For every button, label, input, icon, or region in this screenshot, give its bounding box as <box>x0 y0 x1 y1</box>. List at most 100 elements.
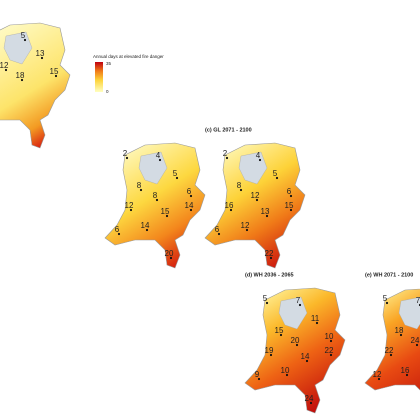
station-value: 12 <box>251 191 260 200</box>
station-value: 16 <box>401 366 410 375</box>
station-value: 5 <box>21 31 26 40</box>
country-shape <box>104 142 206 269</box>
station-dot <box>155 198 159 202</box>
station-dot <box>329 353 333 357</box>
station-value: 12 <box>125 201 134 210</box>
station-dot <box>23 38 27 42</box>
station-dot <box>139 188 143 192</box>
station-value: 14 <box>185 201 194 210</box>
station-value: 14 <box>141 221 150 230</box>
station-value: 22 <box>325 346 334 355</box>
station-dot <box>158 158 162 162</box>
legend-min: 0 <box>106 89 109 94</box>
station-dot <box>169 256 173 260</box>
station-dot <box>279 333 283 337</box>
station-value: 5 <box>263 294 268 303</box>
station-value: 20 <box>165 249 174 258</box>
station-value: 12 <box>0 61 9 70</box>
station-dot <box>269 256 273 260</box>
station-dot <box>305 359 309 363</box>
station-value: 18 <box>16 71 25 80</box>
station-dot <box>309 401 313 405</box>
station-value: 15 <box>285 201 294 210</box>
station-dot <box>285 373 289 377</box>
station-dot <box>4 68 8 72</box>
station-value: 14 <box>301 352 310 361</box>
station-value: 24 <box>305 394 314 403</box>
station-value: 20 <box>291 336 300 345</box>
station-dot <box>269 353 273 357</box>
station-value: 12 <box>373 370 382 379</box>
station-dot <box>225 156 229 160</box>
station-value: 5 <box>173 169 178 178</box>
station-dot <box>399 333 403 337</box>
station-value: 12 <box>241 221 250 230</box>
station-dot <box>217 232 221 236</box>
station-value: 2 <box>123 149 128 158</box>
station-value: 18 <box>395 326 404 335</box>
station-value: 7 <box>416 296 420 305</box>
map: (d) WH 2036 - 2065 5 7 11 10 15 20 19 14 22 9 10 24 <box>244 272 346 414</box>
station-value: 8 <box>137 181 142 190</box>
station-dot <box>125 156 129 160</box>
station-dot <box>165 214 169 218</box>
station-value: 24 <box>411 336 420 345</box>
station-value: 8 <box>237 181 242 190</box>
station-value: 6 <box>187 187 192 196</box>
station-value: 13 <box>36 49 45 58</box>
country-shape <box>244 287 346 414</box>
station-value: 4 <box>156 151 161 160</box>
lake <box>398 296 420 330</box>
map-title: (e) WH 2071 - 2100 <box>365 272 413 278</box>
station-value: 22 <box>385 346 394 355</box>
station-value: 10 <box>281 366 290 375</box>
station-dot <box>415 343 419 347</box>
station-dot <box>295 343 299 347</box>
station-dot <box>258 158 262 162</box>
station-value: 7 <box>296 296 301 305</box>
station-value: 16 <box>225 201 234 210</box>
legend-colorbar <box>95 62 103 92</box>
station-dot <box>329 339 333 343</box>
station-dot <box>255 198 259 202</box>
station-value: 2 <box>223 149 228 158</box>
station-dot <box>245 228 249 232</box>
station-value: 15 <box>50 67 59 76</box>
station-dot <box>377 377 381 381</box>
station-dot <box>315 321 319 325</box>
map: (e) WH 2071 - 21005713121824222026121628 <box>364 272 420 391</box>
station-value: 5 <box>273 169 278 178</box>
station-value: 15 <box>161 207 170 216</box>
station-dot <box>175 176 179 180</box>
station-dot <box>20 78 24 82</box>
station-dot <box>145 228 149 232</box>
station-dot <box>189 208 193 212</box>
station-value: 4 <box>256 151 261 160</box>
station-dot <box>239 188 243 192</box>
station-dot <box>389 353 393 357</box>
station-value: 10 <box>325 332 334 341</box>
station-value: 22 <box>265 249 274 258</box>
station-value: 6 <box>287 187 292 196</box>
station-dot <box>405 373 409 377</box>
station-dot <box>129 208 133 212</box>
country-shape <box>204 142 306 269</box>
station-dot <box>275 176 279 180</box>
station-value: 8 <box>153 191 158 200</box>
station-value: 19 <box>265 346 274 355</box>
station-value: 9 <box>255 370 260 379</box>
station-dot <box>298 303 302 307</box>
station-dot <box>189 194 193 198</box>
station-dot <box>265 301 269 305</box>
station-dot <box>289 208 293 212</box>
station-dot <box>54 74 58 78</box>
station-value: 6 <box>115 225 120 234</box>
station-value: 15 <box>275 326 284 335</box>
legend-max: 35 <box>106 61 112 66</box>
station-value: 13 <box>261 207 270 216</box>
legend: Annual days at elevated fire danger 35 0 <box>93 54 164 94</box>
